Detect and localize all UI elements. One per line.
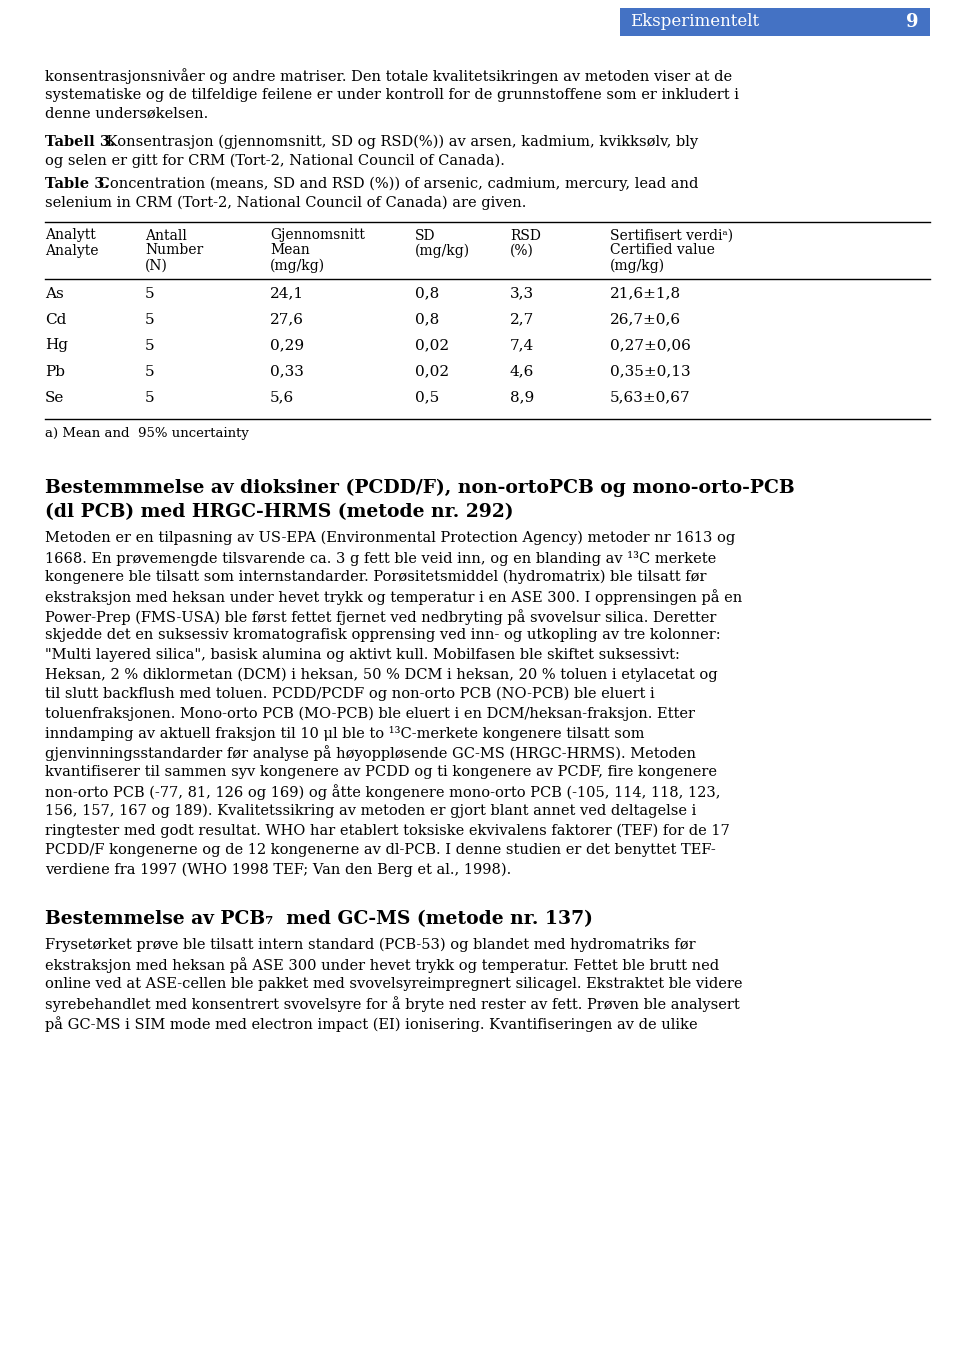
Text: 27,6: 27,6 (270, 312, 304, 327)
Text: Frysetørket prøve ble tilsatt intern standard (PCB-53) og blandet med hydromatri: Frysetørket prøve ble tilsatt intern sta… (45, 937, 696, 952)
Bar (895, 8, 930, 36)
Text: Bestemmmelse av dioksiner (PCDD/F), non-ortoPCB og mono-orto-PCB: Bestemmmelse av dioksiner (PCDD/F), non-… (45, 479, 795, 498)
Text: Table 3.: Table 3. (45, 176, 109, 191)
Text: RSD: RSD (510, 229, 540, 242)
Text: Tabell 3.: Tabell 3. (45, 134, 115, 148)
Text: Analytt: Analytt (45, 229, 96, 242)
Text: Concentration (means, SD and RSD (%)) of arsenic, cadmium, mercury, lead and: Concentration (means, SD and RSD (%)) of… (94, 176, 698, 191)
Text: denne undersøkelsen.: denne undersøkelsen. (45, 108, 208, 121)
Text: Number: Number (145, 243, 204, 257)
Text: Se: Se (45, 390, 64, 405)
Text: toluenfraksjonen. Mono-orto PCB (MO-PCB) ble eluert i en DCM/heksan-fraksjon. Et: toluenfraksjonen. Mono-orto PCB (MO-PCB)… (45, 706, 695, 721)
Text: Metoden er en tilpasning av US-EPA (Environmental Protection Agency) metoder nr : Metoden er en tilpasning av US-EPA (Envi… (45, 531, 735, 545)
Text: 0,02: 0,02 (415, 364, 449, 378)
Text: 3,3: 3,3 (510, 286, 534, 300)
Text: 9: 9 (905, 13, 919, 31)
Text: 0,33: 0,33 (270, 364, 304, 378)
Text: 5: 5 (145, 390, 155, 405)
Text: Mean: Mean (270, 243, 310, 257)
Text: As: As (45, 286, 63, 300)
Text: (%): (%) (510, 243, 534, 257)
Text: Certified value: Certified value (610, 243, 715, 257)
Text: 0,5: 0,5 (415, 390, 440, 405)
Text: 156, 157, 167 og 189). Kvalitetssikring av metoden er gjort blant annet ved delt: 156, 157, 167 og 189). Kvalitetssikring … (45, 804, 696, 818)
Text: 0,29: 0,29 (270, 339, 304, 352)
Text: 5: 5 (145, 339, 155, 352)
Text: gjenvinningsstandarder før analyse på høyoppløsende GC-MS (HRGC-HRMS). Metoden: gjenvinningsstandarder før analyse på hø… (45, 745, 696, 761)
Text: konsentrasjonsnivåer og andre matriser. Den totale kvalitetsikringen av metoden : konsentrasjonsnivåer og andre matriser. … (45, 69, 732, 83)
Text: 0,8: 0,8 (415, 312, 440, 327)
Text: 0,8: 0,8 (415, 286, 440, 300)
Text: inndamping av aktuell fraksjon til 10 μl ble to ¹³C-merkete kongenere tilsatt so: inndamping av aktuell fraksjon til 10 μl… (45, 726, 644, 741)
Text: Cd: Cd (45, 312, 66, 327)
Text: syrebehandlet med konsentrert svovelsyre for å bryte ned rester av fett. Prøven : syrebehandlet med konsentrert svovelsyre… (45, 997, 740, 1013)
Text: skjedde det en suksessiv kromatografisk opprensing ved inn- og utkopling av tre : skjedde det en suksessiv kromatografisk … (45, 628, 721, 643)
Text: (N): (N) (145, 258, 168, 273)
Text: Sertifisert verdiᵃ): Sertifisert verdiᵃ) (610, 229, 733, 242)
Text: 24,1: 24,1 (270, 286, 304, 300)
Text: (mg/kg): (mg/kg) (270, 258, 325, 273)
Text: Power-Prep (FMS-USA) ble først fettet fjernet ved nedbryting på svovelsur silica: Power-Prep (FMS-USA) ble først fettet fj… (45, 609, 716, 625)
Text: 5: 5 (145, 312, 155, 327)
Text: til slutt backflush med toluen. PCDD/PCDF og non-orto PCB (NO-PCB) ble eluert i: til slutt backflush med toluen. PCDD/PCD… (45, 687, 655, 701)
Text: og selen er gitt for CRM (Tort-2, National Council of Canada).: og selen er gitt for CRM (Tort-2, Nation… (45, 153, 505, 168)
Text: 1668. En prøvemengde tilsvarende ca. 3 g fett ble veid inn, og en blanding av ¹³: 1668. En prøvemengde tilsvarende ca. 3 g… (45, 550, 716, 565)
Text: Konsentrasjon (gjennomsnitt, SD og RSD(%)) av arsen, kadmium, kvikksølv, bly: Konsentrasjon (gjennomsnitt, SD og RSD(%… (102, 134, 698, 149)
Text: a) Mean and  95% uncertainty: a) Mean and 95% uncertainty (45, 426, 249, 440)
Text: (dl PCB) med HRGC-HRMS (metode nr. 292): (dl PCB) med HRGC-HRMS (metode nr. 292) (45, 503, 514, 521)
Text: (mg/kg): (mg/kg) (610, 258, 665, 273)
Text: Analyte: Analyte (45, 243, 99, 257)
Text: ringtester med godt resultat. WHO har etablert toksiske ekvivalens faktorer (TEF: ringtester med godt resultat. WHO har et… (45, 823, 730, 838)
Text: online ved at ASE-cellen ble pakket med svovelsyreimpregnert silicagel. Ekstrakt: online ved at ASE-cellen ble pakket med … (45, 976, 742, 991)
Text: Gjennomsnitt: Gjennomsnitt (270, 229, 365, 242)
Text: 0,02: 0,02 (415, 339, 449, 352)
Text: selenium in CRM (Tort-2, National Council of Canada) are given.: selenium in CRM (Tort-2, National Counci… (45, 196, 526, 210)
Text: 26,7±0,6: 26,7±0,6 (610, 312, 682, 327)
Text: ekstraksjon med heksan under hevet trykk og temperatur i en ASE 300. I opprensin: ekstraksjon med heksan under hevet trykk… (45, 589, 742, 605)
Text: verdiene fra 1997 (WHO 1998 TEF; Van den Berg et al., 1998).: verdiene fra 1997 (WHO 1998 TEF; Van den… (45, 862, 512, 877)
Text: kongenere ble tilsatt som internstandarder. Porøsitetsmiddel (hydromatrix) ble t: kongenere ble tilsatt som internstandard… (45, 570, 707, 584)
Text: Pb: Pb (45, 364, 65, 378)
Text: 0,27±0,06: 0,27±0,06 (610, 339, 691, 352)
Text: (mg/kg): (mg/kg) (415, 243, 470, 258)
Text: 2,7: 2,7 (510, 312, 535, 327)
Text: "Multi layered silica", basisk alumina og aktivt kull. Mobilfasen ble skiftet su: "Multi layered silica", basisk alumina o… (45, 648, 680, 662)
Text: Heksan, 2 % diklormetan (DCM) i heksan, 50 % DCM i heksan, 20 % toluen i etylace: Heksan, 2 % diklormetan (DCM) i heksan, … (45, 667, 718, 682)
Text: 5: 5 (145, 286, 155, 300)
Text: 21,6±1,8: 21,6±1,8 (610, 286, 682, 300)
Text: systematiske og de tilfeldige feilene er under kontroll for de grunnstoffene som: systematiske og de tilfeldige feilene er… (45, 87, 739, 101)
Text: 8,9: 8,9 (510, 390, 535, 405)
Text: 5,6: 5,6 (270, 390, 295, 405)
Text: på GC-MS i SIM mode med electron impact (EI) ionisering. Kvantifiseringen av de : på GC-MS i SIM mode med electron impact … (45, 1015, 698, 1032)
Text: Antall: Antall (145, 229, 187, 242)
Text: Eksperimentelt: Eksperimentelt (630, 13, 759, 31)
Text: 7,4: 7,4 (510, 339, 535, 352)
Text: 0,35±0,13: 0,35±0,13 (610, 364, 690, 378)
Text: Hg: Hg (45, 339, 68, 352)
Text: non-orto PCB (-77, 81, 126 og 169) og åtte kongenere mono-orto PCB (-105, 114, 1: non-orto PCB (-77, 81, 126 og 169) og åt… (45, 784, 721, 800)
Text: kvantifiserer til sammen syv kongenere av PCDD og ti kongenere av PCDF, fire kon: kvantifiserer til sammen syv kongenere a… (45, 765, 717, 779)
Text: 4,6: 4,6 (510, 364, 535, 378)
Text: ekstraksjon med heksan på ASE 300 under hevet trykk og temperatur. Fettet ble br: ekstraksjon med heksan på ASE 300 under … (45, 958, 719, 974)
Text: PCDD/F kongenerne og de 12 kongenerne av dl-PCB. I denne studien er det benyttet: PCDD/F kongenerne og de 12 kongenerne av… (45, 843, 716, 857)
Bar (620, 8, 930, 36)
Text: 5: 5 (145, 364, 155, 378)
Text: Bestemmelse av PCB₇  med GC-MS (metode nr. 137): Bestemmelse av PCB₇ med GC-MS (metode nr… (45, 911, 593, 928)
Text: 5,63±0,67: 5,63±0,67 (610, 390, 690, 405)
Text: SD: SD (415, 229, 436, 242)
